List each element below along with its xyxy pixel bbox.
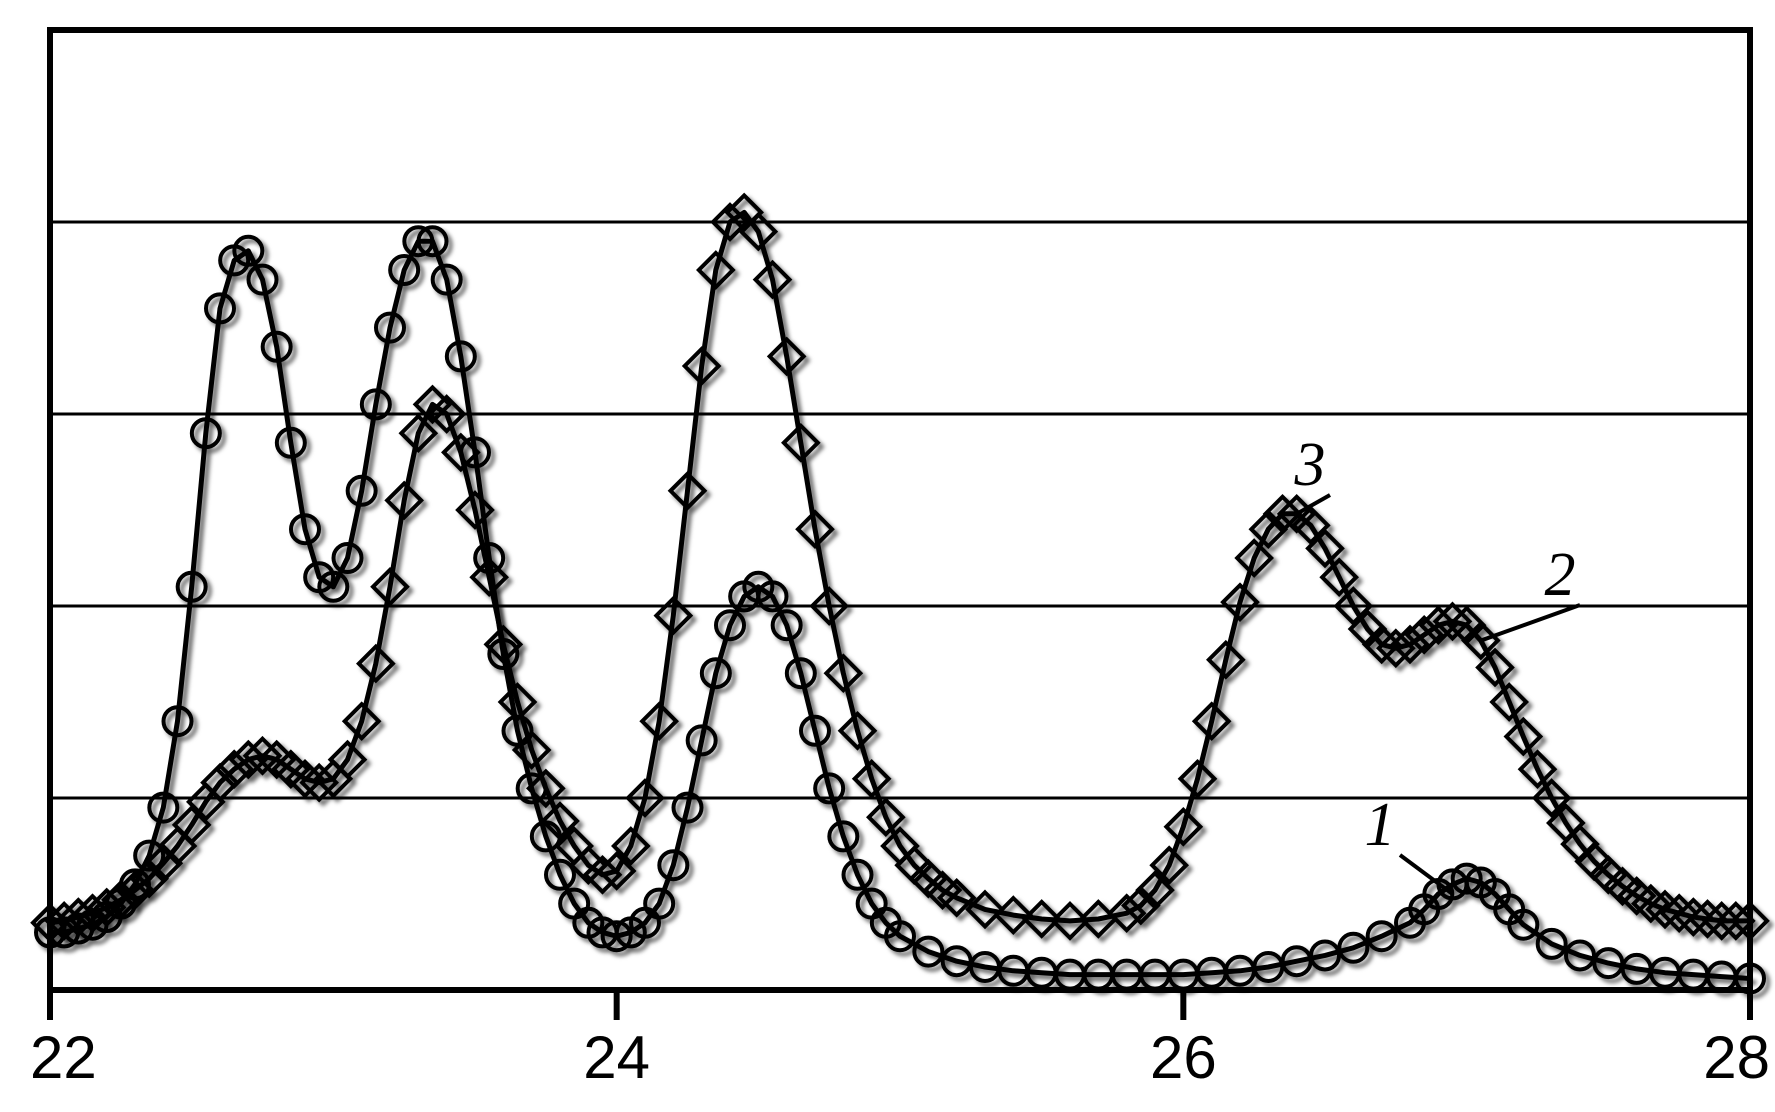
annotation-label-2: 2 xyxy=(1545,541,1576,609)
x-tick-label: 22 xyxy=(30,1024,97,1091)
annotation-label-1: 1 xyxy=(1365,791,1396,859)
annotation-label-3: 3 xyxy=(1294,431,1326,499)
line-chart: 22 24 26 28 1 2 3 xyxy=(0,0,1775,1112)
x-tick-label: 28 xyxy=(1703,1024,1770,1091)
x-tick-label: 24 xyxy=(583,1024,650,1091)
x-tick-label: 26 xyxy=(1150,1024,1217,1091)
